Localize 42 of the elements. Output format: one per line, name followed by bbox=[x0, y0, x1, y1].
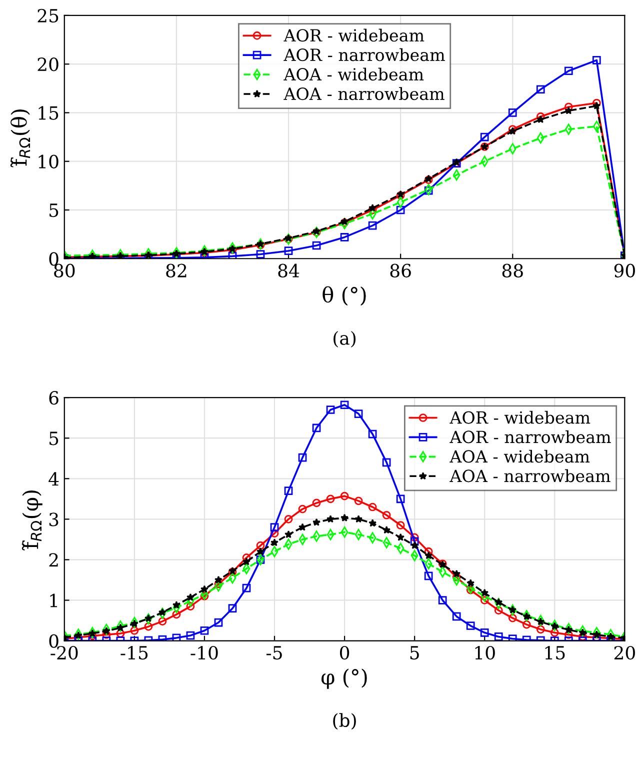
text: (b) bbox=[333, 713, 356, 730]
x-axis-title: θ (°) bbox=[322, 286, 366, 306]
y-tick-label: 5 bbox=[50, 204, 58, 218]
x-tick-label: -5 bbox=[266, 646, 282, 660]
x-tick-label: 20 bbox=[614, 646, 635, 660]
y-tick-label: 10 bbox=[38, 154, 58, 168]
y-tick-label: 25 bbox=[38, 8, 58, 23]
x-tick-label: -15 bbox=[120, 646, 148, 660]
x-axis-title: φ (°) bbox=[322, 668, 367, 689]
x-tick-label: 86 bbox=[390, 264, 411, 278]
y-tick-label: 1 bbox=[50, 594, 57, 608]
legend-label: AOA - widebeam bbox=[284, 68, 424, 81]
legend-label: AOA - widebeam bbox=[450, 450, 590, 463]
x-tick-label: 82 bbox=[166, 264, 186, 278]
x-tick-label: 0 bbox=[340, 646, 350, 660]
x-tick-label: 80 bbox=[54, 264, 75, 278]
y-tick-label: 20 bbox=[38, 58, 58, 72]
x-tick-label: 5 bbox=[410, 646, 419, 660]
legend-label: AOR - narrowbeam bbox=[450, 430, 611, 444]
y-tick-label: 0 bbox=[49, 252, 58, 266]
text: (a) bbox=[334, 330, 356, 348]
x-tick-label: 90 bbox=[614, 264, 635, 278]
legend-label: AOA - narrowbeam bbox=[284, 87, 444, 100]
legend-label: AOR - narrowbeam bbox=[284, 48, 445, 62]
y-tick-label: 5 bbox=[50, 432, 58, 446]
x-tick-label: -20 bbox=[50, 646, 78, 660]
x-tick-label: 88 bbox=[502, 264, 523, 278]
legend-label: AOA - narrowbeam bbox=[450, 469, 610, 482]
y-tick-label: 15 bbox=[38, 106, 58, 120]
y-axis-title: f̃$_{RΩ}$(θ) bbox=[10, 109, 30, 168]
y-tick-label: 4 bbox=[48, 472, 59, 486]
legend-label: AOR - widebeam bbox=[450, 410, 590, 424]
y-axis-title: f̃$_{RΩ}$(φ) bbox=[22, 490, 42, 550]
y-tick-label: 2 bbox=[49, 553, 58, 567]
x-tick-label: -10 bbox=[190, 646, 218, 660]
y-tick-label: 0 bbox=[49, 634, 58, 648]
y-tick-label: 3 bbox=[49, 512, 58, 526]
x-tick-label: 84 bbox=[278, 264, 300, 278]
legend-label: AOR - widebeam bbox=[284, 28, 424, 42]
y-tick-label: 6 bbox=[49, 391, 58, 405]
x-tick-label: 15 bbox=[545, 646, 565, 660]
x-tick-label: 10 bbox=[475, 646, 495, 660]
